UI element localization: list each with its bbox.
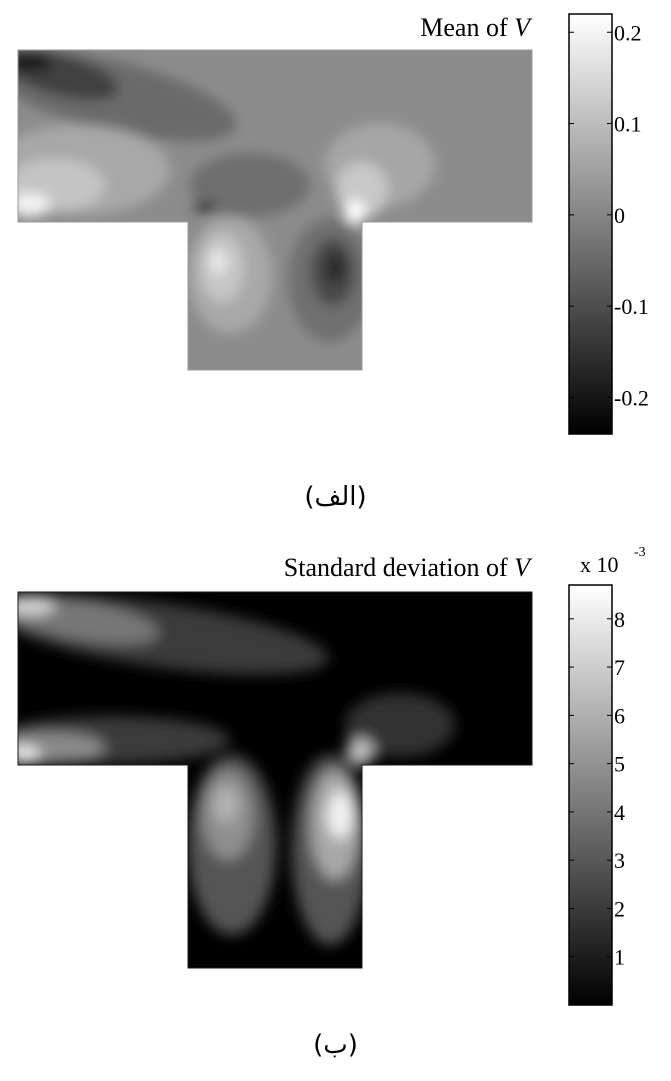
colorbar-gradient-mean (568, 13, 613, 435)
colorbar-tick-label: 3 (614, 848, 625, 873)
panel-mean: Mean of V (17, 13, 649, 435)
colorbar-std: x 10 -3 8 7 6 5 4 3 2 1 (568, 545, 646, 1006)
colorbar-mean: 0.2 0.1 0 -0.1 -0.2 (568, 13, 649, 435)
contour-field-mean (18, 50, 532, 370)
panel-caption-be: (ب) (313, 1030, 358, 1060)
colorbar-gradient-std (568, 584, 613, 1006)
colorbar-exponent-power-std: -3 (634, 545, 646, 560)
colorbar-tick-label: 1 (614, 945, 625, 970)
domain-outline-mean (17, 49, 533, 371)
colorbar-exponent-std: x 10 (580, 552, 619, 577)
colorbar-tick-label: -0.1 (614, 294, 649, 319)
colorbar-tick-label: 2 (614, 896, 625, 921)
colorbar-tick-label: 6 (614, 703, 625, 728)
colorbar-tick-label: 4 (614, 800, 625, 825)
contour-field-std (18, 592, 532, 968)
colorbar-tick-label: 5 (614, 752, 625, 777)
colorbar-tick-label: 0 (614, 203, 625, 228)
panel-caption-alef: (الف) (304, 482, 367, 512)
colorbar-tick-label: 7 (614, 655, 625, 680)
colorbar-tick-label: -0.2 (614, 385, 649, 410)
domain-outline-std (17, 591, 533, 969)
chart-title-std: Standard deviation of V (284, 553, 533, 582)
chart-title-mean: Mean of V (420, 13, 533, 42)
colorbar-tick-label: 8 (614, 607, 625, 632)
colorbar-tick-label: 0.1 (614, 112, 642, 137)
panel-std: Standard deviation of V (17, 545, 646, 1006)
colorbar-tick-label: 0.2 (614, 20, 642, 45)
